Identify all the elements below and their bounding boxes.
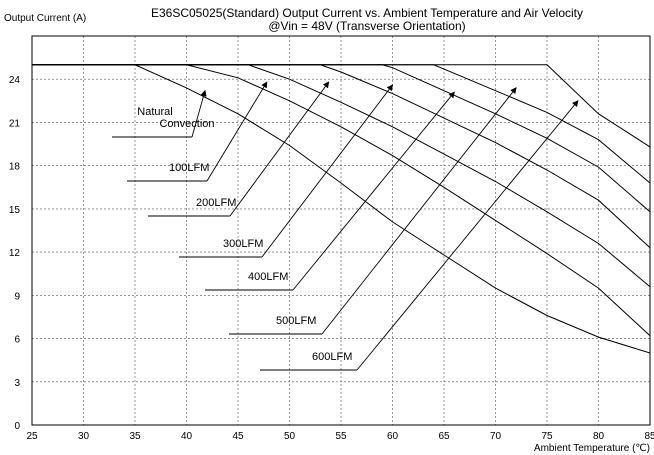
chart-subtitle: @Vin = 48V (Transverse Orientation) [268, 19, 466, 33]
x-tick-label: 25 [26, 431, 38, 442]
chart-title: E36SC05025(Standard) Output Current vs. … [150, 6, 584, 20]
series-line [32, 64, 651, 249]
plot-frame [31, 35, 651, 426]
y-tick-label: 15 [9, 205, 21, 216]
grid-lines [32, 36, 650, 425]
y-tick-label: 12 [9, 248, 21, 259]
x-tick-label: 80 [593, 431, 605, 442]
series-line [32, 64, 651, 148]
annotation-arrow [261, 84, 394, 258]
x-tick-label: 85 [644, 431, 654, 442]
x-tick-label: 65 [438, 431, 450, 442]
x-tick-label: 30 [78, 431, 90, 442]
y-tick-label: 21 [9, 118, 21, 129]
plot-border [31, 35, 651, 426]
y-tick-label: 6 [14, 335, 20, 346]
annotation-arrow [206, 81, 268, 182]
annotation-arrow [321, 87, 517, 335]
annotation-label: 500LFM [276, 315, 316, 327]
annotation-label: 400LFM [248, 271, 288, 283]
x-tick-label: 75 [541, 431, 553, 442]
annotation-arrow [229, 81, 330, 217]
series-line [32, 64, 651, 288]
y-tick-label: 24 [9, 75, 21, 86]
annotation-label: 100LFM [169, 162, 209, 174]
series-line [32, 64, 651, 337]
x-tick-label: 35 [129, 431, 141, 442]
annotation-arrow [356, 100, 579, 371]
annotation-label: 200LFM [196, 197, 236, 209]
y-tick-labels: 0 3 6 9 12 15 18 21 24 [9, 75, 21, 432]
y-tick-label: 9 [14, 291, 20, 302]
series-line [32, 64, 651, 354]
annotation-arrow [191, 89, 207, 138]
annotation-label: Convection [159, 118, 214, 130]
annotation-arrow [292, 91, 455, 291]
annotation-label: 600LFM [312, 351, 352, 363]
x-axis-label: Ambient Temperature (℃) [533, 443, 650, 454]
x-tick-label: 60 [387, 431, 399, 442]
annotation-label: 300LFM [223, 238, 263, 250]
y-tick-label: 18 [9, 162, 21, 173]
y-tick-label: 3 [14, 378, 20, 389]
annotation-label: Natural [137, 106, 172, 118]
x-tick-label: 45 [232, 431, 244, 442]
x-tick-label: 40 [181, 431, 193, 442]
x-tick-label: 55 [335, 431, 347, 442]
x-tick-labels: 25 30 35 40 45 50 55 60 65 70 75 80 85 [26, 431, 654, 442]
x-tick-label: 70 [490, 431, 502, 442]
y-axis-label: Output Current (A) [4, 13, 87, 24]
y-tick-label: 0 [14, 421, 20, 432]
series-curves [32, 64, 651, 354]
x-tick-label: 50 [284, 431, 296, 442]
